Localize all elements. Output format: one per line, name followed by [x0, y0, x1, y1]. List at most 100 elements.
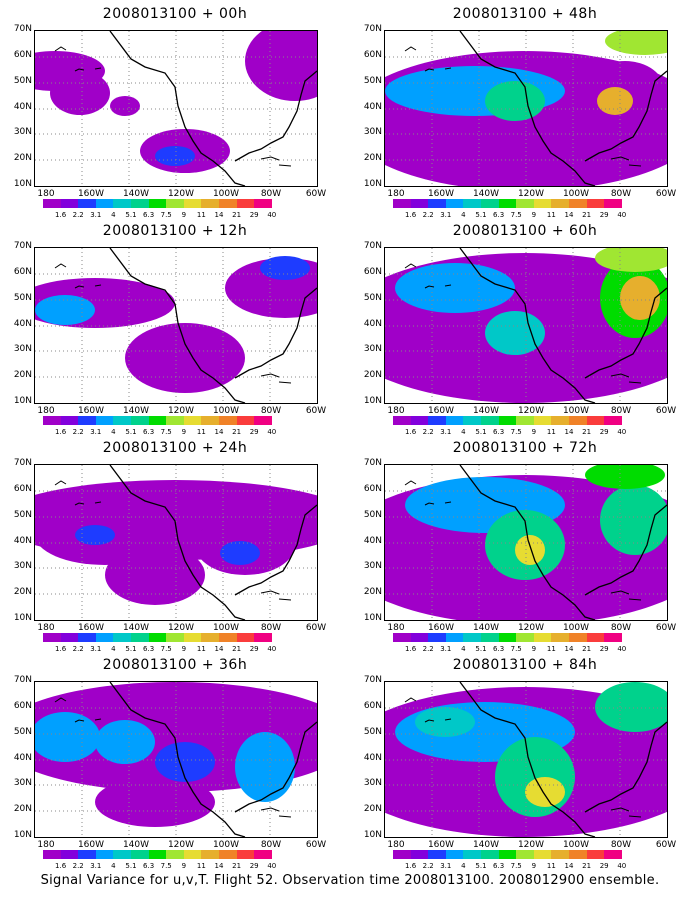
colorbar-swatch [183, 416, 202, 425]
panel-title: 2008013100 + 12h [102, 223, 248, 239]
island-outlines [54, 697, 292, 818]
lon-label: 80W [260, 840, 282, 850]
colorbar-swatch [148, 850, 167, 859]
colorbar-swatch [586, 850, 605, 859]
colorbar-tick-label: 7.5 [510, 428, 522, 436]
colorbar-tick-label: 5.1 [125, 862, 137, 870]
colorbar-swatch [43, 199, 61, 208]
lon-label: 60W [305, 840, 327, 850]
colorbar-swatch [254, 199, 272, 208]
colorbar-tick-label: 40 [617, 645, 627, 653]
colorbar [393, 199, 622, 208]
variance-contour [125, 323, 245, 393]
colorbar-swatch [201, 633, 219, 642]
island-outlines [54, 480, 292, 601]
lat-label: 10N [363, 179, 382, 189]
lon-label: 60W [655, 623, 677, 633]
colorbar-swatch [604, 850, 622, 859]
lon-label: 120W [167, 840, 195, 850]
lon-label: 120W [517, 840, 545, 850]
colorbar-tick-label: 4 [111, 645, 116, 653]
lon-label: 80W [260, 406, 282, 416]
colorbar-swatch [130, 850, 149, 859]
colorbar-tick-label: 1.6 [405, 862, 417, 870]
colorbar-tick-label: 3.1 [440, 428, 452, 436]
variance-contour [155, 742, 215, 782]
coastline [459, 31, 667, 186]
colorbar-tick-label: 40 [267, 645, 277, 653]
colorbar-tick-label: 4 [461, 428, 466, 436]
colorbar-swatch [410, 199, 429, 208]
colorbar-swatch [551, 633, 569, 642]
colorbar-swatch [604, 199, 622, 208]
colorbar-swatch [480, 199, 499, 208]
map-area [34, 464, 318, 621]
colorbar-swatch [428, 850, 446, 859]
coastline [109, 248, 317, 403]
colorbar-swatch [516, 850, 534, 859]
lat-label: 10N [13, 613, 32, 623]
map-svg [35, 248, 317, 403]
colorbar-swatch [254, 633, 272, 642]
lon-label: 80W [260, 623, 282, 633]
lat-label: 30N [13, 561, 32, 571]
colorbar-tick-label: 9 [531, 645, 537, 653]
colorbar-swatch [463, 633, 481, 642]
colorbar-tick-label: 11 [546, 862, 556, 870]
colorbar [43, 199, 272, 208]
lon-label: 80W [610, 840, 632, 850]
lat-label: 60N [363, 50, 382, 60]
colorbar-tick-label: 1.6 [55, 211, 67, 219]
variance-contour [110, 96, 140, 116]
colorbar-tick-label: 4 [461, 645, 466, 653]
lat-label: 30N [363, 778, 382, 788]
map-area [384, 30, 668, 187]
colorbar-tick-label: 21 [582, 211, 592, 219]
colorbar-tick-label: 1.6 [405, 211, 417, 219]
panel-title: 2008013100 + 48h [452, 6, 598, 22]
lat-label: 60N [13, 267, 32, 277]
colorbar-tick-label: 14 [564, 428, 574, 436]
colorbar-tick-label: 7.5 [160, 862, 172, 870]
colorbar-tick-label: 21 [232, 211, 242, 219]
colorbar-tick-label: 7.5 [510, 862, 522, 870]
lat-label: 10N [13, 396, 32, 406]
lon-label: 140W [472, 189, 500, 199]
lat-label: 70N [13, 24, 32, 34]
lon-label: 180 [387, 189, 405, 199]
colorbar-swatch [166, 850, 184, 859]
colorbar-tick-label: 3.1 [440, 211, 452, 219]
lat-label: 70N [363, 675, 382, 685]
lat-label: 50N [363, 293, 382, 303]
lat-label: 50N [13, 510, 32, 520]
colorbar-tick-label: 29 [249, 862, 259, 870]
colorbar-swatch [95, 416, 114, 425]
lat-label: 50N [363, 76, 382, 86]
colorbar-swatch [428, 416, 446, 425]
lon-label: 180 [387, 840, 405, 850]
lat-label: 40N [363, 319, 382, 329]
variance-contour [35, 295, 95, 325]
lon-label: 80W [610, 189, 632, 199]
lat-label: 60N [13, 484, 32, 494]
colorbar-swatch [498, 416, 517, 425]
lon-label: 60W [655, 406, 677, 416]
lat-label: 70N [13, 241, 32, 251]
colorbar [393, 633, 622, 642]
colorbar-swatch [60, 850, 79, 859]
colorbar-swatch [113, 850, 131, 859]
lon-label: 160W [427, 189, 455, 199]
colorbar-tick-label: 6.3 [143, 862, 155, 870]
lat-label: 20N [363, 587, 382, 597]
colorbar-swatch [95, 633, 114, 642]
lon-label: 100W [562, 189, 590, 199]
lon-label: 100W [212, 189, 240, 199]
lon-label: 120W [167, 406, 195, 416]
map-panel: 2008013100 + 72h 70N 60N 50N 40N 30N 20N 10N 180… [350, 434, 700, 653]
lat-label: 20N [13, 804, 32, 814]
colorbar-tick-label: 29 [599, 862, 609, 870]
colorbar-tick-label: 21 [232, 645, 242, 653]
colorbar-swatch [480, 633, 499, 642]
panel-title: 2008013100 + 00h [102, 6, 248, 22]
island-outlines [54, 263, 292, 384]
